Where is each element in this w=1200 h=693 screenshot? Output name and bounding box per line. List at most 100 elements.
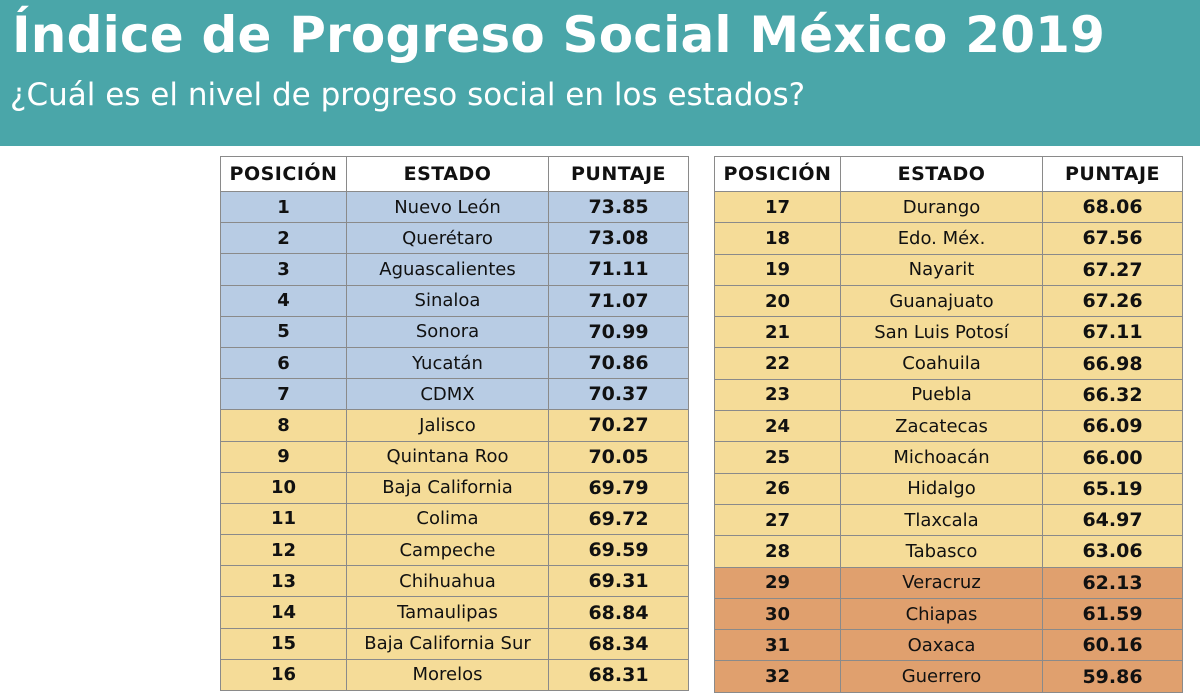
- state-cell: Campeche: [346, 534, 549, 567]
- table-row: 30 Chiapas 61.59: [714, 597, 1183, 631]
- score-cell: 68.31: [548, 658, 689, 692]
- score-cell: 69.31: [548, 565, 689, 598]
- table-row: 17 Durango 68.06: [714, 190, 1183, 224]
- score-cell: 67.26: [1042, 284, 1183, 318]
- score-cell: 68.06: [1042, 190, 1183, 224]
- state-cell: Quintana Roo: [346, 440, 549, 473]
- table-row: 7 CDMX 70.37: [220, 378, 689, 411]
- position-cell: 1: [220, 190, 347, 224]
- table-row: 3 Aguascalientes 71.11: [220, 253, 689, 286]
- position-cell: 2: [220, 222, 347, 255]
- position-cell: 26: [714, 472, 841, 505]
- position-cell: 20: [714, 284, 841, 318]
- score-cell: 66.98: [1042, 347, 1183, 380]
- position-cell: 9: [220, 440, 347, 473]
- table-row: 18 Edo. Méx. 67.56: [714, 222, 1183, 255]
- score-cell: 59.86: [1042, 660, 1183, 693]
- state-cell: Guerrero: [840, 660, 1043, 693]
- score-cell: 67.56: [1042, 222, 1183, 255]
- state-cell: Morelos: [346, 658, 549, 692]
- state-cell: Oaxaca: [840, 629, 1043, 662]
- score-cell: 70.37: [548, 378, 689, 411]
- state-cell: Aguascalientes: [346, 253, 549, 286]
- state-cell: Veracruz: [840, 566, 1043, 599]
- score-cell: 61.59: [1042, 597, 1183, 631]
- position-cell: 4: [220, 284, 347, 317]
- position-cell: 24: [714, 410, 841, 443]
- table-row: 11 Colima 69.72: [220, 502, 689, 536]
- table-row: 31 Oaxaca 60.16: [714, 629, 1183, 662]
- table-row: 1 Nuevo León 73.85: [220, 190, 689, 224]
- state-cell: Yucatán: [346, 346, 549, 380]
- position-cell: 28: [714, 535, 841, 568]
- position-cell: 29: [714, 566, 841, 599]
- state-cell: Edo. Méx.: [840, 222, 1043, 255]
- score-cell: 67.11: [1042, 316, 1183, 349]
- state-cell: Sonora: [346, 315, 549, 348]
- column-header-state: ESTADO: [840, 156, 1043, 192]
- position-cell: 31: [714, 629, 841, 662]
- state-cell: Colima: [346, 502, 549, 536]
- score-cell: 70.27: [548, 409, 689, 442]
- score-cell: 66.09: [1042, 410, 1183, 443]
- state-cell: Querétaro: [346, 222, 549, 255]
- score-cell: 73.85: [548, 190, 689, 224]
- state-cell: Chiapas: [840, 597, 1043, 631]
- table-row: 19 Nayarit 67.27: [714, 253, 1183, 286]
- header-banner: Índice de Progreso Social México 2019 ¿C…: [0, 0, 1200, 146]
- table-row: 9 Quintana Roo 70.05: [220, 440, 689, 473]
- state-cell: Chihuahua: [346, 565, 549, 598]
- state-cell: Puebla: [840, 378, 1043, 412]
- table-row: 12 Campeche 69.59: [220, 534, 689, 567]
- position-cell: 5: [220, 315, 347, 348]
- table-row: 22 Coahuila 66.98: [714, 347, 1183, 380]
- position-cell: 12: [220, 534, 347, 567]
- state-cell: Hidalgo: [840, 472, 1043, 505]
- score-cell: 68.34: [548, 627, 689, 660]
- position-cell: 25: [714, 441, 841, 474]
- position-cell: 30: [714, 597, 841, 631]
- position-cell: 27: [714, 503, 841, 537]
- position-cell: 16: [220, 658, 347, 692]
- score-cell: 67.27: [1042, 253, 1183, 286]
- position-cell: 23: [714, 378, 841, 412]
- page-subtitle: ¿Cuál es el nivel de progreso social en …: [10, 77, 806, 113]
- position-cell: 18: [714, 222, 841, 255]
- position-cell: 14: [220, 596, 347, 629]
- state-cell: Guanajuato: [840, 284, 1043, 318]
- score-cell: 60.16: [1042, 629, 1183, 662]
- score-cell: 64.97: [1042, 503, 1183, 537]
- score-cell: 66.00: [1042, 441, 1183, 474]
- ranking-table-right: POSICIÓN ESTADO PUNTAJE 17 Durango 68.06 18…: [714, 156, 1183, 693]
- table-row: 10 Baja California 69.79: [220, 471, 689, 504]
- table-row: 4 Sinaloa 71.07: [220, 284, 689, 317]
- table-row: 32 Guerrero 59.86: [714, 660, 1183, 693]
- table-body: 1 Nuevo León 73.85 2 Querétaro 73.08 3 Aguascal…: [220, 190, 689, 692]
- position-cell: 17: [714, 190, 841, 224]
- score-cell: 69.72: [548, 502, 689, 536]
- column-header-position: POSICIÓN: [220, 156, 347, 192]
- table-row: 27 Tlaxcala 64.97: [714, 503, 1183, 537]
- table-row: 20 Guanajuato 67.26: [714, 284, 1183, 318]
- table-row: 26 Hidalgo 65.19: [714, 472, 1183, 505]
- score-cell: 66.32: [1042, 378, 1183, 412]
- position-cell: 7: [220, 378, 347, 411]
- state-cell: Tabasco: [840, 535, 1043, 568]
- table-row: 24 Zacatecas 66.09: [714, 410, 1183, 443]
- state-cell: Zacatecas: [840, 410, 1043, 443]
- page-title: Índice de Progreso Social México 2019: [12, 6, 1106, 64]
- state-cell: Sinaloa: [346, 284, 549, 317]
- position-cell: 32: [714, 660, 841, 693]
- column-header-position: POSICIÓN: [714, 156, 841, 192]
- position-cell: 11: [220, 502, 347, 536]
- state-cell: Baja California: [346, 471, 549, 504]
- state-cell: Nuevo León: [346, 190, 549, 224]
- table-row: 14 Tamaulipas 68.84: [220, 596, 689, 629]
- score-cell: 68.84: [548, 596, 689, 629]
- table-row: 23 Puebla 66.32: [714, 378, 1183, 412]
- position-cell: 19: [714, 253, 841, 286]
- position-cell: 6: [220, 346, 347, 380]
- ranking-table-left: POSICIÓN ESTADO PUNTAJE 1 Nuevo León 73.85…: [220, 156, 689, 692]
- score-cell: 70.86: [548, 346, 689, 380]
- score-cell: 71.11: [548, 253, 689, 286]
